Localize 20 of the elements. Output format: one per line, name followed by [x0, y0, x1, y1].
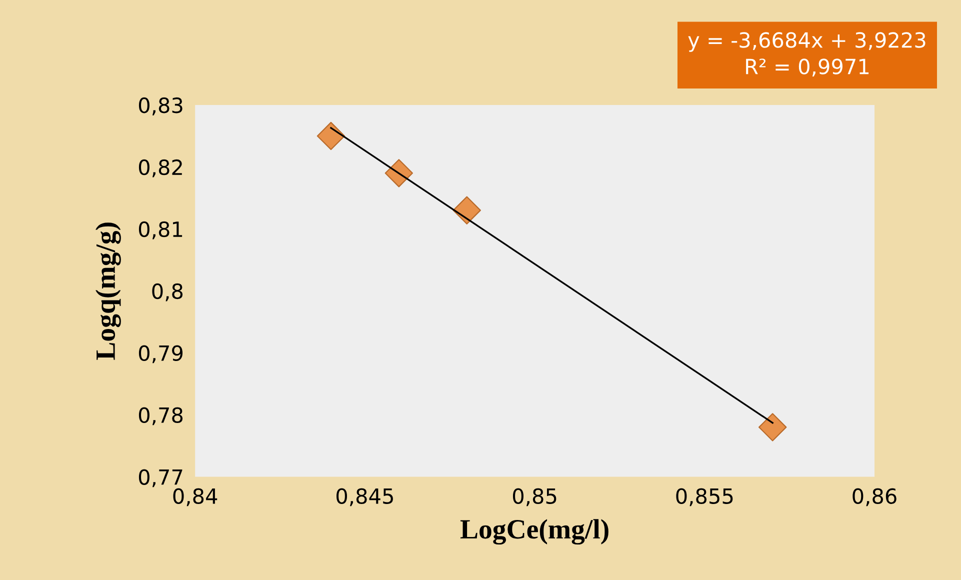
point: [384, 159, 414, 188]
point: [452, 196, 481, 224]
x-tick-label: 0,86: [852, 488, 896, 506]
y-tick-label: 0,8: [152, 283, 183, 302]
y-tick-label: 0,77: [138, 469, 182, 488]
y-tick-label: 0,78: [138, 407, 183, 426]
y-tick-label: 0,83: [138, 97, 182, 116]
x-tick-label: 0,84: [173, 488, 218, 506]
point: [316, 122, 346, 150]
x-tick-label: 0,845: [336, 488, 393, 506]
x-axis-title: LogCe(mg/l): [460, 519, 608, 545]
text: y = -3,6684x + 3,9223: [688, 32, 926, 52]
y-tick-label: 0,81: [138, 221, 182, 240]
text: R² = 0,9971: [746, 58, 869, 77]
y-tick-label: 0,82: [138, 159, 182, 178]
x-tick-label: 0,85: [512, 488, 556, 506]
y-tick-label: 0,79: [138, 345, 183, 364]
point: [758, 413, 787, 442]
y-axis-title: Logq(mg/g): [96, 222, 121, 360]
x-tick-label: 0,855: [676, 488, 733, 506]
